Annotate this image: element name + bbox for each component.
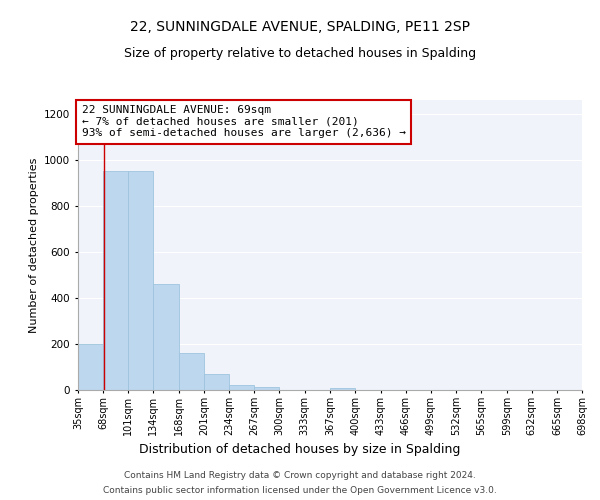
Text: Contains HM Land Registry data © Crown copyright and database right 2024.: Contains HM Land Registry data © Crown c… <box>124 471 476 480</box>
Bar <box>78 344 103 390</box>
Bar <box>229 385 254 390</box>
Text: 22 SUNNINGDALE AVENUE: 69sqm
← 7% of detached houses are smaller (201)
93% of se: 22 SUNNINGDALE AVENUE: 69sqm ← 7% of det… <box>82 105 406 138</box>
Text: 22, SUNNINGDALE AVENUE, SPALDING, PE11 2SP: 22, SUNNINGDALE AVENUE, SPALDING, PE11 2… <box>130 20 470 34</box>
Bar <box>179 353 204 390</box>
Bar <box>128 172 153 390</box>
Text: Contains public sector information licensed under the Open Government Licence v3: Contains public sector information licen… <box>103 486 497 495</box>
Bar <box>153 284 179 390</box>
Text: Distribution of detached houses by size in Spalding: Distribution of detached houses by size … <box>139 442 461 456</box>
Bar <box>254 386 280 390</box>
Bar <box>331 388 355 390</box>
Bar <box>204 374 229 390</box>
Text: Size of property relative to detached houses in Spalding: Size of property relative to detached ho… <box>124 48 476 60</box>
Bar <box>103 172 128 390</box>
Y-axis label: Number of detached properties: Number of detached properties <box>29 158 38 332</box>
